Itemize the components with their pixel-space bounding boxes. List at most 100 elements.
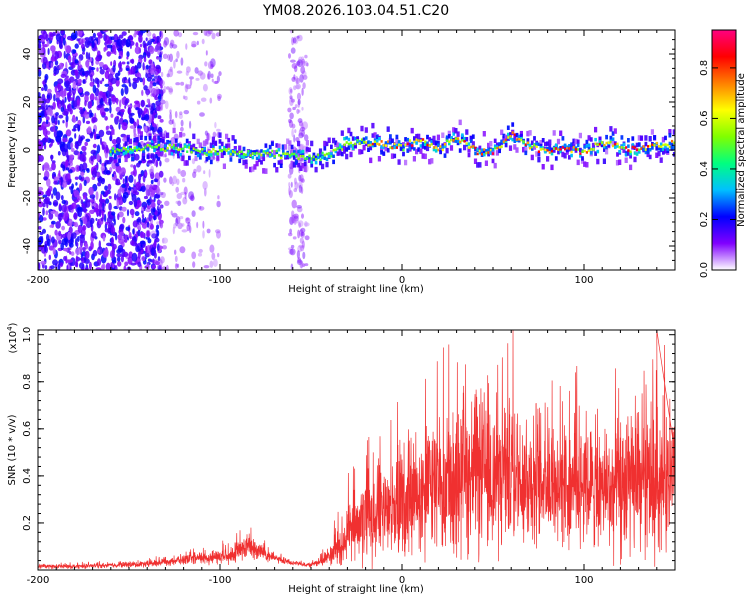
heatmap-cell xyxy=(298,244,305,248)
heatmap-cell xyxy=(594,137,597,142)
heatmap-cell xyxy=(268,144,272,150)
heatmap-cell xyxy=(296,259,303,265)
heatmap-cell xyxy=(72,49,77,53)
heatmap-cell xyxy=(121,183,126,188)
heatmap-cell xyxy=(48,245,55,251)
heatmap-cell xyxy=(149,196,152,205)
heatmap-cell xyxy=(598,142,602,146)
heatmap-cell xyxy=(443,153,447,158)
heatmap-cell xyxy=(587,135,591,141)
heatmap-cell xyxy=(378,137,381,141)
heatmap-cell xyxy=(556,138,561,145)
heatmap-cell xyxy=(533,143,536,147)
heatmap-cell xyxy=(297,59,303,68)
heatmap-cell xyxy=(508,145,513,151)
heatmap-cell xyxy=(74,69,79,77)
heatmap-cell xyxy=(264,151,267,155)
heatmap-cell xyxy=(197,70,203,76)
heatmap-cell xyxy=(199,150,202,153)
heatmap-cell xyxy=(283,144,288,150)
heatmap-cell xyxy=(139,240,146,245)
heatmap-cell xyxy=(465,129,469,135)
heatmap-cell xyxy=(183,160,187,166)
heatmap-cell xyxy=(83,70,89,75)
heatmap-cell xyxy=(204,130,208,136)
heatmap-cell xyxy=(59,262,64,267)
heatmap-cell xyxy=(82,79,85,84)
heatmap-cell xyxy=(454,137,457,140)
heatmap-cell xyxy=(96,153,100,162)
heatmap-cell xyxy=(389,134,392,139)
heatmap-cell xyxy=(98,54,103,60)
colorbar-tick-label: 0.4 xyxy=(699,161,710,177)
heatmap-cell xyxy=(179,246,186,254)
heatmap-cell xyxy=(156,205,160,211)
heatmap-cell xyxy=(120,149,123,152)
heatmap-cell xyxy=(325,161,329,168)
heatmap-cell xyxy=(99,69,105,75)
heatmap-cell xyxy=(198,142,202,148)
heatmap-cell xyxy=(300,157,305,162)
heatmap-cell xyxy=(170,210,173,216)
heatmap-cell xyxy=(358,149,362,155)
heatmap-cell xyxy=(201,38,205,45)
heatmap-cell xyxy=(365,141,368,144)
heatmap-cell xyxy=(300,178,305,183)
heatmap-cell xyxy=(127,146,130,150)
heatmap-cell xyxy=(212,145,215,149)
heatmap-cell xyxy=(425,145,430,152)
heatmap-cell xyxy=(229,153,232,156)
heatmap-cell xyxy=(380,145,383,149)
heatmap-cell xyxy=(146,160,153,164)
heatmap-cell xyxy=(209,97,213,104)
heatmap-cell xyxy=(216,152,219,156)
heatmap-cell xyxy=(135,243,138,248)
heatmap-cell xyxy=(552,130,556,136)
heatmap-cell xyxy=(209,244,215,253)
heatmap-cell xyxy=(111,147,115,150)
heatmap-cell xyxy=(202,83,208,92)
y-tick-label: 20 xyxy=(22,96,33,109)
heatmap-cell xyxy=(421,144,425,149)
heatmap-cell xyxy=(509,136,512,140)
heatmap-cell xyxy=(153,70,159,80)
heatmap-cell xyxy=(624,153,628,157)
heatmap-cell xyxy=(293,152,296,156)
heatmap-cell xyxy=(149,223,154,230)
heatmap-cell xyxy=(142,77,146,86)
heatmap-cell xyxy=(163,37,170,46)
heatmap-cell xyxy=(220,152,224,158)
heatmap-cell xyxy=(607,143,611,148)
heatmap-cell xyxy=(140,99,145,108)
heatmap-cell xyxy=(203,170,206,175)
heatmap-cell xyxy=(67,231,71,241)
heatmap-cell xyxy=(180,191,186,195)
heatmap-cell xyxy=(175,216,181,224)
heatmap-cell xyxy=(217,195,220,200)
heatmap-cell xyxy=(406,137,410,142)
heatmap-cell xyxy=(240,150,243,153)
heatmap-cell xyxy=(611,131,615,136)
heatmap-cell xyxy=(169,176,173,185)
heatmap-cell xyxy=(148,83,153,92)
heatmap-cell xyxy=(55,112,59,116)
snr-ylabel: SNR (10 * v/v) xyxy=(7,414,18,485)
heatmap-cell xyxy=(134,46,141,55)
heatmap-cell xyxy=(180,126,184,132)
heatmap-cell xyxy=(467,147,471,153)
heatmap-cell xyxy=(147,40,153,46)
heatmap-cell xyxy=(203,30,208,36)
heatmap-cell xyxy=(470,145,473,149)
heatmap-cell xyxy=(133,164,137,170)
heatmap-cell xyxy=(196,221,199,229)
heatmap-cell xyxy=(47,88,52,94)
heatmap-cell xyxy=(205,30,212,37)
heatmap-cell xyxy=(90,149,97,155)
heatmap-cell xyxy=(441,132,445,138)
heatmap-cell xyxy=(389,146,392,149)
heatmap-cell xyxy=(336,142,340,148)
heatmap-cell xyxy=(69,250,72,255)
heatmap-cell xyxy=(156,185,160,195)
